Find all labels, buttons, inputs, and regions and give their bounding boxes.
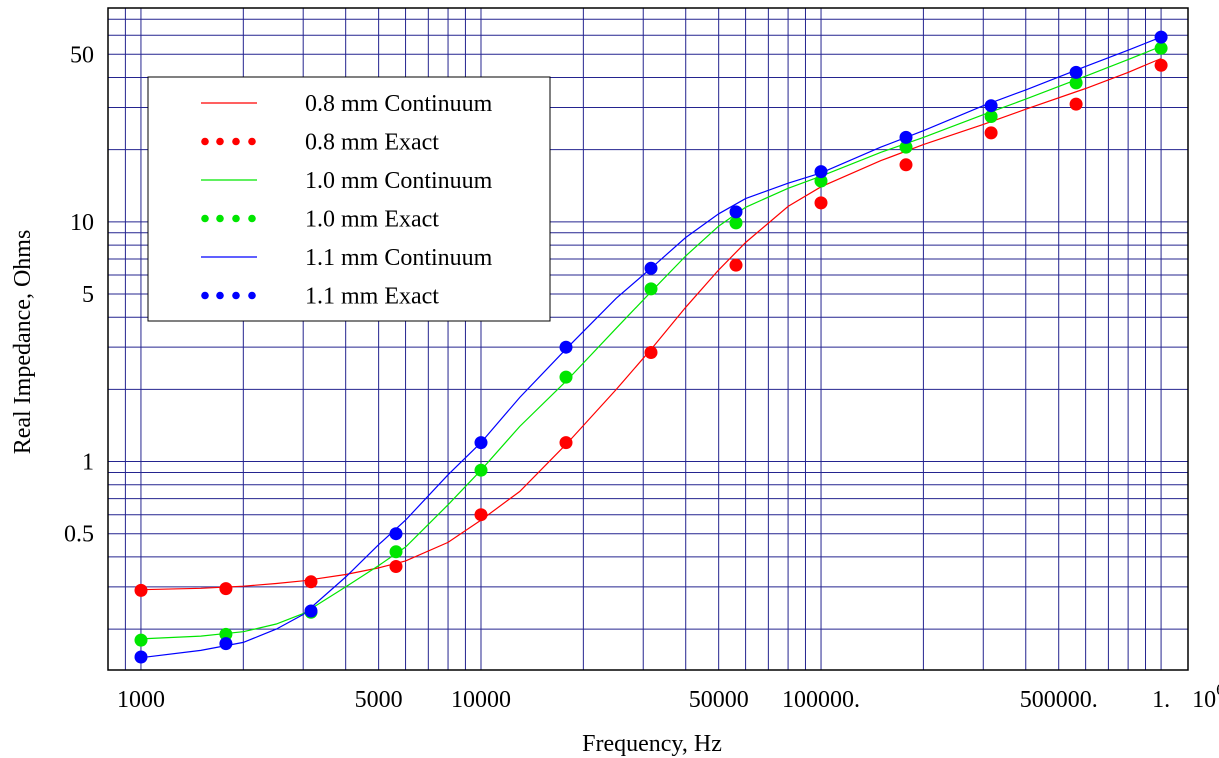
data-point-1-0-mm-exact (814, 174, 828, 188)
legend-label-1-0-mm-exact: 1.0 mm Exact (305, 207, 439, 233)
x-tick-label: 500000. (1020, 687, 1098, 713)
data-point-0-8-mm-exact (814, 196, 828, 210)
y-tick-label: 50 (70, 42, 94, 68)
data-point-1-0-mm-exact (1069, 76, 1083, 90)
data-point-1-0-mm-exact (729, 216, 743, 230)
legend-dot (201, 214, 209, 223)
data-point-1-1-mm-exact (474, 436, 488, 450)
data-point-0-8-mm-exact (559, 436, 573, 450)
data-point-0-8-mm-exact (1154, 58, 1168, 72)
legend-label-0-8-mm-exact: 0.8 mm Exact (305, 130, 439, 156)
data-point-1-0-mm-exact (559, 370, 573, 384)
data-point-1-1-mm-exact (644, 261, 658, 275)
data-point-0-8-mm-exact (134, 583, 148, 597)
data-point-1-0-mm-exact (389, 545, 403, 559)
x-tick-labels: 1000 5000 10000 50000 100000. 500000. 1. 106 (117, 680, 1219, 713)
data-point-1-1-mm-exact (1069, 65, 1083, 79)
data-point-1-0-mm-exact (899, 140, 913, 154)
data-point-0-8-mm-exact (899, 158, 913, 172)
x-tick-label: 10000 (451, 687, 511, 713)
x-tick-label: 1. (1152, 687, 1170, 713)
data-point-0-8-mm-exact (729, 258, 743, 272)
data-point-0-8-mm-exact (389, 560, 403, 573)
data-point-1-1-mm-exact (219, 637, 233, 651)
legend-dot (232, 137, 240, 146)
plot-frame (107, 7, 1189, 671)
legend: 0.8 mm Continuum 0.8 mm Exact 1.0 mm Conti… (147, 76, 551, 322)
legend-dot (201, 137, 209, 146)
data-point-1-0-mm-exact (984, 110, 998, 123)
data-point-1-1-mm-exact (984, 99, 998, 113)
legend-box (147, 76, 551, 322)
data-point-1-1-mm-exact (899, 130, 913, 144)
data-point-1-0-mm-exact (134, 633, 148, 647)
data-point-1-1-mm-exact (304, 604, 318, 618)
x-tick-exponent-label: 106 (1192, 680, 1219, 713)
x-tick-label: 100000. (782, 687, 860, 713)
legend-dot (248, 137, 256, 146)
y-tick-label: 0.5 (64, 522, 94, 548)
x-tick-label: 1000 (117, 687, 165, 713)
y-tick-labels: 0.5 1 5 10 50 (64, 42, 94, 547)
data-point-1-1-mm-exact (814, 165, 828, 179)
legend-swatch-1-1-mm-exact (201, 291, 256, 300)
data-point-0-8-mm-exact (984, 126, 998, 140)
y-tick-label: 1 (82, 450, 94, 476)
data-point-0-8-mm-exact (644, 346, 658, 359)
legend-label-1-0-mm-continuum: 1.0 mm Continuum (305, 168, 493, 194)
legend-dot (232, 214, 240, 223)
legend-label-0-8-mm-continuum: 0.8 mm Continuum (305, 91, 493, 117)
legend-dot (232, 291, 240, 300)
data-point-1-1-mm-exact (134, 650, 148, 664)
data-point-1-0-mm-exact (219, 627, 233, 641)
x-tick-label: 5000 (355, 687, 403, 713)
data-point-0-8-mm-exact (474, 508, 488, 522)
x-axis-label: Frequency, Hz (582, 731, 722, 757)
series-points (134, 30, 1168, 664)
data-point-1-1-mm-exact (1154, 30, 1168, 44)
legend-dot (248, 214, 256, 223)
y-axis-label: Real Impedance, Ohms (10, 230, 36, 455)
data-point-0-8-mm-exact (219, 582, 233, 596)
legend-dot (216, 137, 224, 146)
data-point-1-0-mm-exact (474, 463, 488, 477)
legend-swatch-1-0-mm-exact (201, 214, 256, 223)
x-tick-exponent: 6 (1216, 680, 1219, 699)
data-point-1-1-mm-exact (559, 340, 573, 354)
x-tick-label: 50000 (689, 687, 749, 713)
data-point-1-0-mm-exact (1154, 41, 1168, 55)
legend-label-1-1-mm-continuum: 1.1 mm Continuum (305, 245, 493, 271)
data-point-1-0-mm-exact (644, 282, 658, 296)
y-tick-label: 10 (70, 210, 94, 236)
data-point-0-8-mm-exact (1069, 97, 1083, 111)
y-tick-label: 5 (82, 282, 94, 308)
data-point-1-1-mm-exact (389, 527, 403, 541)
legend-dot (201, 291, 209, 300)
legend-dot (248, 291, 256, 300)
legend-swatch-0-8-mm-exact (201, 137, 256, 146)
legend-dot (216, 214, 224, 223)
legend-label-1-1-mm-exact: 1.1 mm Exact (305, 284, 439, 310)
data-point-0-8-mm-exact (304, 575, 318, 589)
legend-dot (216, 291, 224, 300)
data-point-1-1-mm-exact (729, 205, 743, 219)
